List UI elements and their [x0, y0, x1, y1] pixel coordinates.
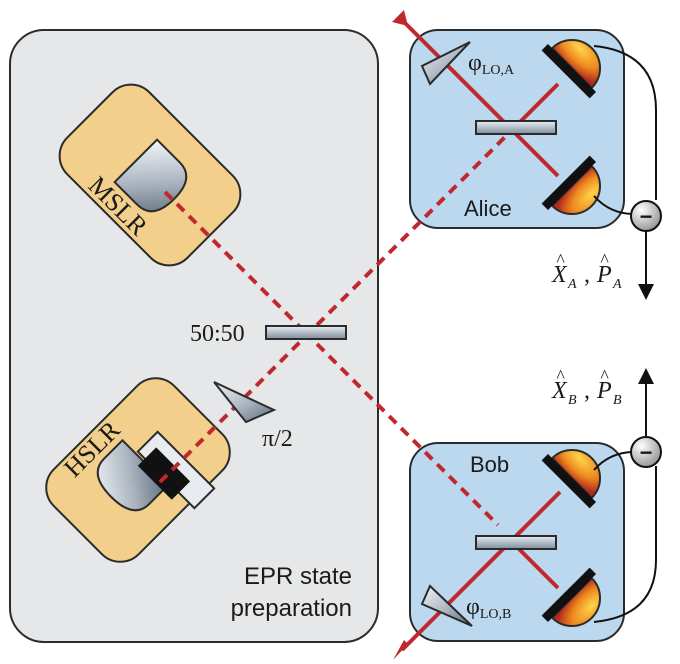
svg-text:,: , [584, 262, 590, 288]
bob-phase-wedge [420, 584, 473, 627]
bob-detector-bottom [541, 567, 601, 627]
svg-text:P: P [596, 262, 612, 288]
alice-minus-sign: − [640, 204, 653, 229]
bob-lo-arrow [393, 640, 408, 660]
beam-paths [158, 16, 562, 652]
beamsplitter-label: 50:50 [190, 321, 245, 347]
alice-output-label: X ^ A , P ^ A [551, 250, 622, 292]
svg-text:X: X [551, 378, 568, 404]
svg-text:^: ^ [556, 250, 565, 270]
bob-detector-top [541, 449, 601, 509]
alice-beamsplitter [475, 120, 557, 135]
alice-subtractor [630, 200, 662, 232]
pi2-label: π/2 [262, 426, 293, 452]
pi2-phase-wedge [213, 381, 277, 424]
bob-subtractor [630, 436, 662, 468]
svg-text:X: X [551, 262, 568, 288]
svg-text:^: ^ [556, 366, 565, 386]
epr-title-line1: EPR state [244, 563, 352, 590]
svg-text:P: P [596, 378, 612, 404]
svg-text:,: , [584, 378, 590, 404]
epr-title-line2: preparation [231, 595, 352, 622]
beamsplitter-5050 [265, 325, 347, 340]
alice-phase-wedge [420, 41, 471, 86]
hslr-crystal [136, 430, 216, 510]
bob-beamsplitter [475, 535, 557, 550]
alice-phase-label: φLO,A [468, 50, 515, 78]
alice-wiring [593, 45, 657, 300]
alice-detector-bottom [541, 155, 601, 215]
svg-text:B: B [568, 393, 577, 408]
alice-lo-arrow [392, 10, 408, 26]
bob-output-label: X ^ B , P ^ B [551, 366, 622, 408]
svg-text:A: A [612, 277, 622, 292]
svg-text:^: ^ [600, 250, 609, 270]
hslr-laser [45, 377, 231, 563]
alice-detector-top [541, 39, 601, 99]
bob-minus-sign: − [640, 440, 653, 465]
svg-text:A: A [567, 277, 577, 292]
svg-text:^: ^ [600, 366, 609, 386]
bob-phase-label: φLO,B [466, 594, 511, 622]
svg-text:B: B [613, 393, 622, 408]
alice-label: Alice [464, 196, 512, 221]
bob-label: Bob [470, 452, 509, 477]
